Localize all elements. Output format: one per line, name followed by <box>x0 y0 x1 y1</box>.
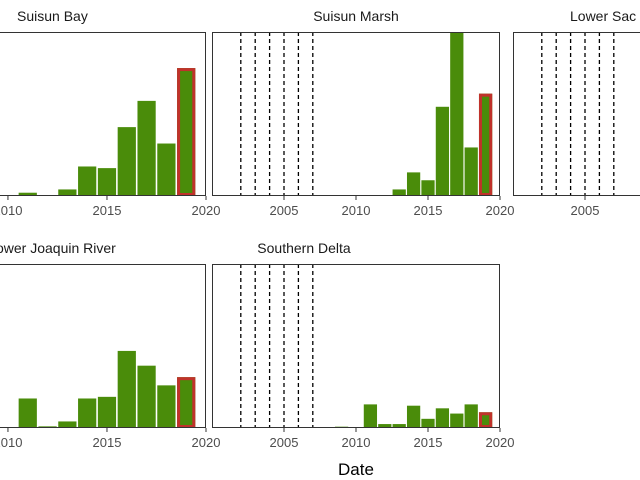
facet-panel: ower Joaquin River 2010 2015 2020 <box>0 240 220 450</box>
x-tick-label: 2020 <box>486 435 515 450</box>
facet-panel: Southern Delta 2005 2010 2015 2020 <box>212 240 515 450</box>
bar <box>450 32 464 196</box>
x-tick-label: 2015 <box>93 435 122 450</box>
bar <box>464 147 478 196</box>
bar <box>406 405 421 428</box>
bar <box>157 143 176 196</box>
panel-frame <box>212 264 500 428</box>
highlighted-bar-outline <box>478 412 493 428</box>
x-tick-label: 2015 <box>93 203 122 218</box>
panel-frame <box>0 264 206 428</box>
bar <box>421 418 435 428</box>
bar <box>58 421 77 428</box>
x-tick-label: 2005 <box>571 203 600 218</box>
panel-title: ower Joaquin River <box>0 240 116 256</box>
bar <box>18 192 37 196</box>
highlighted-bar-outline <box>177 377 196 428</box>
bar <box>378 424 392 428</box>
bar <box>450 413 464 428</box>
bar <box>363 404 378 428</box>
bar <box>392 424 406 428</box>
bar <box>137 365 156 428</box>
bar <box>421 180 435 196</box>
x-tick-label: 2015 <box>414 203 443 218</box>
bar <box>58 189 77 196</box>
x-tick-label: 2005 <box>270 435 299 450</box>
bar <box>177 68 196 196</box>
bar <box>478 412 493 428</box>
x-axis-title: Date <box>338 460 374 479</box>
bar <box>78 166 97 196</box>
bar <box>97 396 117 428</box>
facet-panel: Lower Sac 2005 <box>513 8 640 218</box>
highlighted-bar-outline <box>177 68 196 196</box>
panel-title: Southern Delta <box>257 240 351 256</box>
highlighted-bar-outline <box>478 93 493 196</box>
x-tick-label: 2020 <box>192 203 221 218</box>
facet-panel: Suisun Marsh 2005 2010 2015 2020 <box>212 8 515 218</box>
facet-panel: Suisun Bay 2010 2015 2020 <box>0 8 220 218</box>
x-tick-label: 2010 <box>0 203 22 218</box>
x-tick-label: 2015 <box>414 435 443 450</box>
x-tick-label: 2020 <box>486 203 515 218</box>
bar <box>435 408 450 428</box>
bar <box>435 106 450 196</box>
bar <box>18 398 37 428</box>
panel-title: Suisun Bay <box>17 8 88 24</box>
bar <box>157 385 176 428</box>
panel-title: Suisun Marsh <box>313 8 399 24</box>
x-tick-label: 2020 <box>192 435 221 450</box>
panel-frame <box>513 32 640 196</box>
bar <box>464 404 478 428</box>
bar <box>97 168 117 196</box>
bar <box>137 100 156 196</box>
bar <box>117 127 136 196</box>
x-tick-label: 2010 <box>0 435 22 450</box>
bar <box>78 398 97 428</box>
panel-frame <box>0 32 206 196</box>
x-tick-label: 2010 <box>342 203 371 218</box>
bar <box>117 350 136 428</box>
bar <box>177 377 196 428</box>
x-tick-label: 2010 <box>342 435 371 450</box>
x-tick-label: 2005 <box>270 203 299 218</box>
bar <box>392 189 406 196</box>
bar <box>478 93 493 196</box>
bar <box>406 172 421 196</box>
panel-frame <box>212 32 500 196</box>
panel-title: Lower Sac <box>570 8 636 24</box>
